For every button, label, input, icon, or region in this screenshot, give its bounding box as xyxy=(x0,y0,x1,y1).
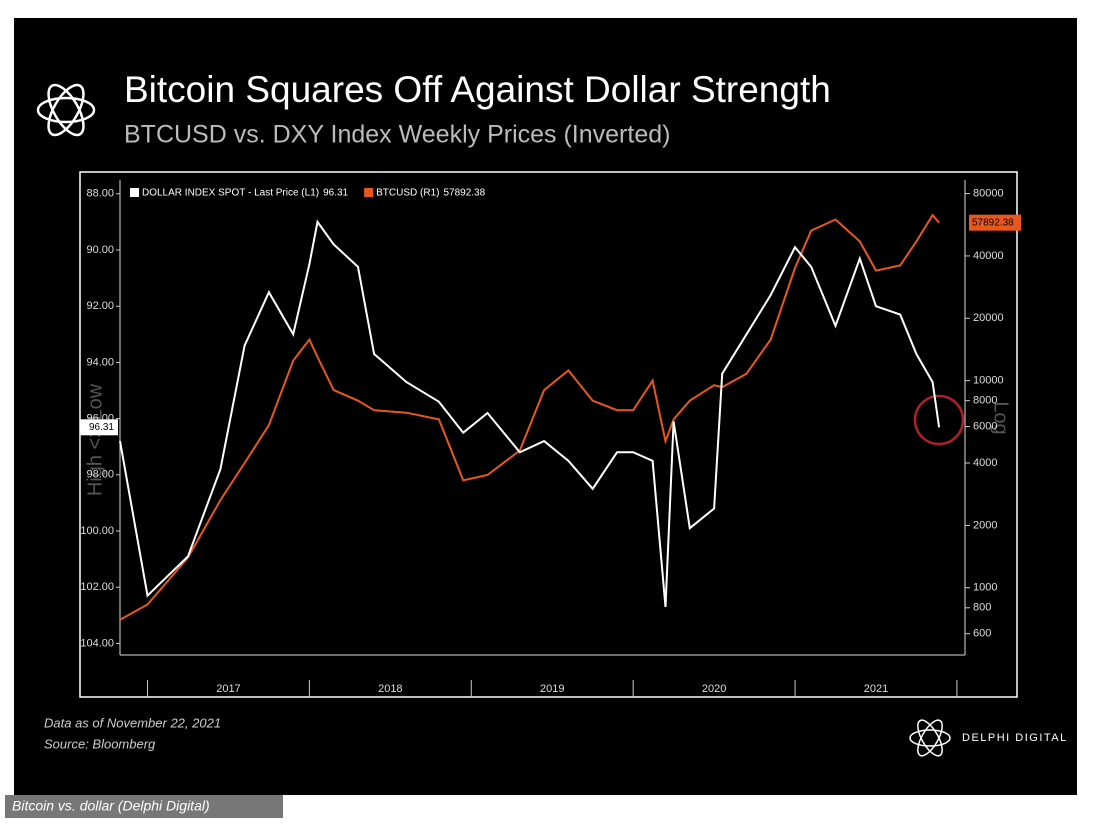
y-tick-label: 100.00 xyxy=(80,525,114,537)
caption-box xyxy=(5,795,283,818)
y-tick-label: 94.00 xyxy=(86,356,114,368)
y2-tick-label: 800 xyxy=(973,602,991,614)
legend xyxy=(125,183,505,203)
panel xyxy=(14,18,1077,795)
x-tick-label: 2019 xyxy=(540,683,564,695)
caption: Bitcoin vs. dollar (Delphi Digital) xyxy=(12,798,210,814)
series-line xyxy=(119,213,940,621)
legend-label: DOLLAR INDEX SPOT - Last Price (L1) xyxy=(142,188,319,199)
source: Source: Bloomberg xyxy=(44,736,156,751)
legend-swatch xyxy=(364,188,374,197)
y-tick-label: 90.00 xyxy=(86,244,114,256)
legend-swatch xyxy=(130,188,139,197)
legend-label: BTCUSD (R1) xyxy=(376,188,439,199)
highlight-circle xyxy=(913,394,965,446)
y2-tick-label: 8000 xyxy=(973,395,997,407)
y-tick-label: 104.00 xyxy=(80,637,114,649)
y2-axis-label: Log xyxy=(990,401,1012,434)
y2-tick-label: 2000 xyxy=(973,519,997,531)
y2-tick-label: 80000 xyxy=(973,187,1004,199)
footnote: Data as of November 22, 2021 xyxy=(44,715,221,730)
x-tick-label: 2017 xyxy=(216,683,240,695)
last-value-box xyxy=(969,214,1021,231)
y2-tick-label: 1000 xyxy=(973,582,997,594)
y-tick-label: 98.00 xyxy=(86,469,114,481)
title: Bitcoin Squares Off Against Dollar Stren… xyxy=(124,69,831,110)
series-line xyxy=(119,219,941,607)
y2-tick-label: 6000 xyxy=(973,420,997,432)
x-tick-label: 2021 xyxy=(864,683,888,695)
y2-tick-label: 600 xyxy=(973,628,991,640)
brand-logo xyxy=(909,719,951,757)
legend-value: 96.31 xyxy=(323,188,348,199)
last-value-tag: 96.31 xyxy=(89,422,114,433)
x-tick-label: 2018 xyxy=(378,683,402,695)
y2-tick-label: 4000 xyxy=(973,457,997,469)
y2-tick-label: 10000 xyxy=(973,375,1004,387)
brand: DELPHI DIGITAL xyxy=(962,732,1068,744)
y-tick-label: 92.00 xyxy=(86,300,114,312)
y-tick-label: 88.00 xyxy=(86,188,114,200)
y-axis-label: High <> Low xyxy=(84,383,106,496)
last-value-box xyxy=(80,419,118,436)
subtitle: BTCUSD vs. DXY Index Weekly Prices (Inve… xyxy=(124,121,670,149)
legend-value: 57892.38 xyxy=(443,188,485,199)
y-tick-label: 102.00 xyxy=(80,581,114,593)
logo xyxy=(36,83,96,137)
y2-tick-label: 20000 xyxy=(973,312,1004,324)
y2-tick-label: 40000 xyxy=(973,250,1004,262)
last-value-tag: 57892.38 xyxy=(972,217,1014,228)
x-tick-label: 2020 xyxy=(702,683,726,695)
